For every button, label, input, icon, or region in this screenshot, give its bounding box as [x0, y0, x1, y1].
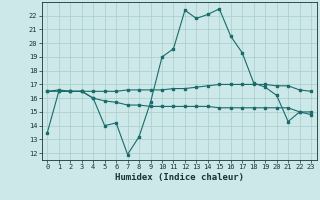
X-axis label: Humidex (Indice chaleur): Humidex (Indice chaleur) — [115, 173, 244, 182]
